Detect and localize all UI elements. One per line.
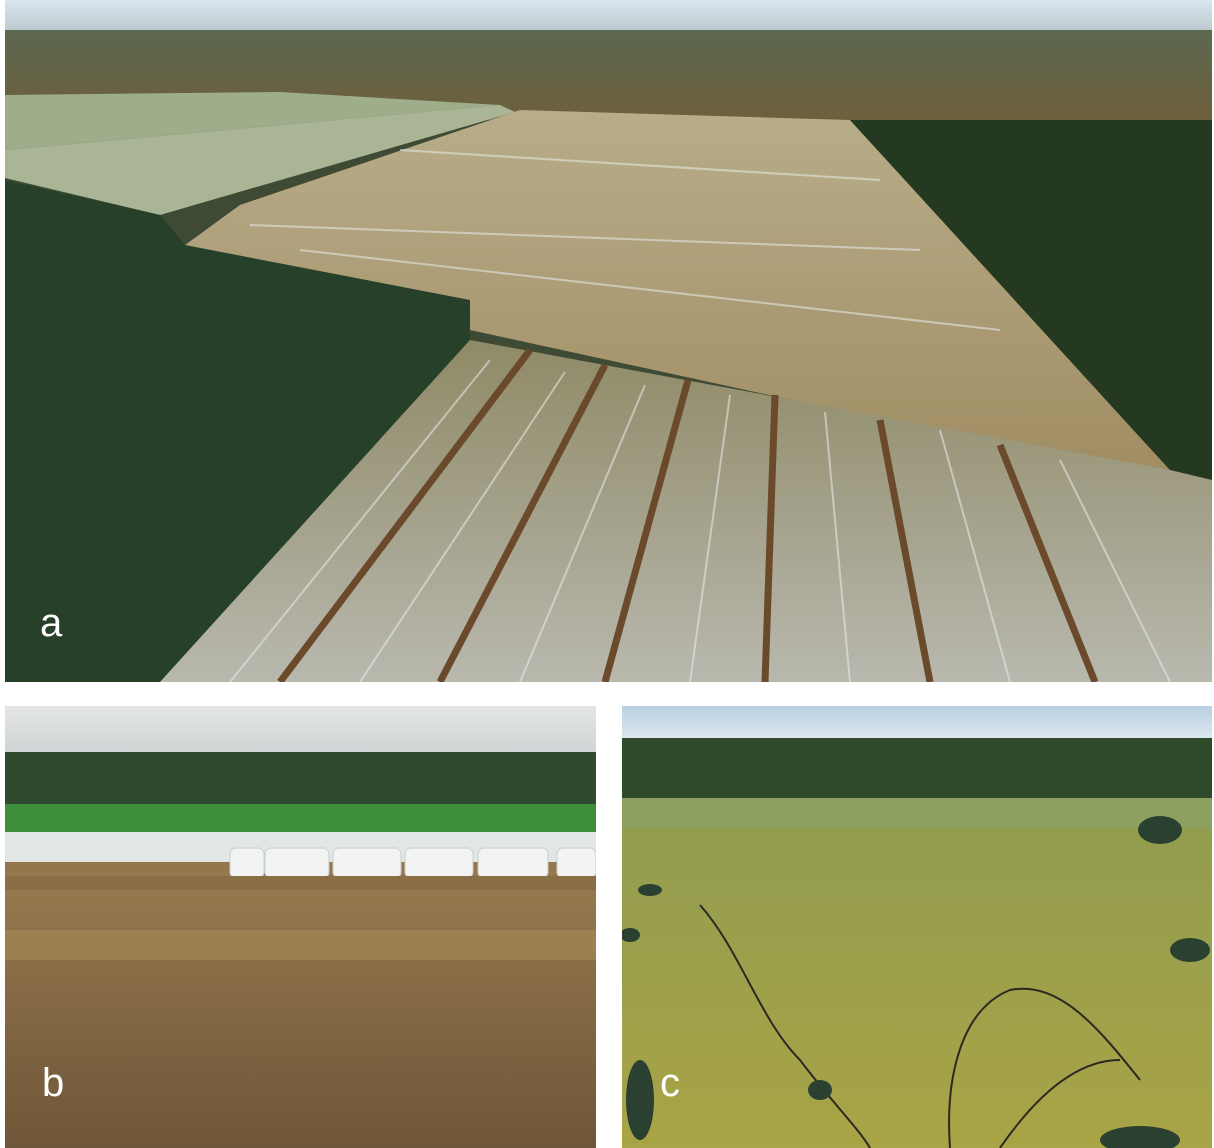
panel-b: b	[5, 706, 596, 1148]
panel-label: b	[42, 1061, 64, 1105]
panel-c: c	[622, 706, 1212, 1148]
panel-a: a	[5, 0, 1212, 682]
panel-label: a	[40, 601, 63, 645]
panel-label: c	[660, 1061, 680, 1105]
